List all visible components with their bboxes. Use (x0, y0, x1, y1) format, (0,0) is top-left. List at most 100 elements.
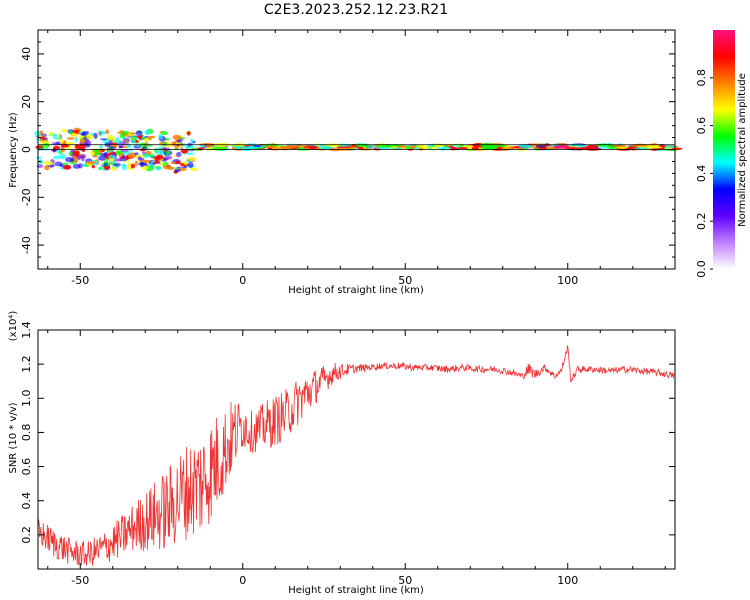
heatmap-cell (159, 160, 163, 166)
heatmap-cell (235, 145, 242, 149)
snr-series-line (37, 345, 675, 566)
heatmap-cell (156, 154, 164, 160)
heatmap-cell (158, 133, 163, 140)
heatmap-cell (457, 147, 469, 150)
colorbar-tick-label: 0.8 (695, 69, 708, 87)
heatmap-cell (35, 138, 43, 141)
heatmap-cell (356, 146, 364, 150)
heatmap-cell (175, 160, 181, 164)
heatmap-cell (61, 128, 68, 133)
heatmap-cell (41, 142, 50, 149)
heatmap-cell (175, 151, 182, 158)
heatmap-cell (130, 135, 138, 142)
heatmap-cell (65, 141, 74, 145)
heatmap-cell (427, 146, 433, 150)
heatmap-cell (66, 137, 75, 140)
heatmap-cell (267, 145, 278, 149)
heatmap-cell (185, 146, 192, 150)
heatmap-cell (170, 161, 176, 165)
heatmap-cell (144, 141, 148, 147)
x-tick-label: 100 (557, 274, 578, 287)
heatmap-cell (112, 158, 122, 162)
heatmap-cell (135, 130, 143, 136)
heatmap-cell (59, 153, 66, 160)
heatmap-cell (144, 153, 148, 159)
heatmap-cell (144, 129, 151, 136)
heatmap-cell (586, 144, 599, 149)
heatmap-cell (119, 158, 128, 162)
heatmap-cell (161, 130, 168, 136)
heatmap-cell (128, 144, 132, 148)
heatmap-cell (142, 151, 146, 155)
colorbar-tick-label: 0.4 (695, 165, 708, 183)
heatmap-cell (122, 163, 127, 168)
heatmap-cell (123, 137, 130, 143)
heatmap-cell (138, 135, 143, 140)
heatmap-cell (120, 130, 130, 135)
heatmap-cell (82, 131, 90, 134)
y-tick-label: 0 (20, 146, 33, 153)
y-tick-label: 0.2 (20, 526, 33, 544)
heatmap-cell (376, 146, 392, 150)
heatmap-cell (190, 138, 194, 143)
heatmap-cell (187, 161, 194, 168)
heatmap-cell (156, 166, 162, 171)
heatmap-cell (99, 144, 103, 149)
colorbar-tick-label: 0.6 (695, 117, 708, 135)
snr-ticks: -50 0 50 100 0.2 0.4 0.6 0.8 1.0 1.2 1.4 (20, 321, 675, 587)
heatmap-cell (130, 132, 137, 135)
heatmap-cell (389, 146, 398, 149)
heatmap-cell (553, 145, 570, 149)
heatmap-cell (98, 155, 107, 161)
heatmap-marks (34, 127, 683, 174)
x-tick-label: 100 (557, 574, 578, 587)
heatmap-cell (354, 143, 371, 148)
heatmap-cell (56, 148, 60, 154)
heatmap-cell (186, 131, 191, 136)
heatmap-cell (115, 150, 121, 156)
heatmap-cell (278, 145, 290, 150)
heatmap-ticks: -50 0 50 100 -40 -20 0 20 40 (20, 30, 675, 287)
heatmap-cell (65, 156, 73, 163)
heatmap-cell (162, 165, 171, 170)
y-tick-label: 1.2 (20, 355, 33, 373)
heatmap-cell (404, 146, 412, 150)
heatmap-cell (148, 136, 153, 141)
heatmap-cell (131, 139, 136, 142)
heatmap-cell (91, 164, 95, 169)
heatmap-cell (39, 140, 48, 144)
heatmap-cell (62, 165, 72, 170)
heatmap-panel: -50 0 50 100 -40 -20 0 20 40 Height of straight … (8, 29, 683, 296)
heatmap-cell (80, 154, 87, 159)
snr-x-label: Height of straight line (km) (288, 585, 424, 596)
heatmap-cell (77, 132, 81, 135)
y-tick-label: 0.4 (20, 492, 33, 510)
heatmap-cell (105, 129, 110, 135)
heatmap-cell (90, 151, 95, 157)
heatmap-cell (49, 131, 53, 137)
heatmap-cell (41, 133, 48, 138)
heatmap-cell (535, 144, 547, 148)
heatmap-cell (50, 149, 59, 152)
heatmap-cell (108, 158, 115, 162)
heatmap-cell (145, 150, 152, 156)
heatmap-cell (180, 148, 189, 154)
y-tick-label: 40 (20, 47, 33, 61)
heatmap-cell (140, 161, 144, 168)
colorbar-gradient (713, 30, 735, 269)
x-tick-label: 50 (398, 274, 412, 287)
heatmap-cell (101, 131, 107, 135)
heatmap-cell (187, 156, 197, 162)
heatmap-cell (108, 146, 117, 150)
heatmap-cell (433, 143, 441, 148)
heatmap-cell (59, 138, 64, 145)
heatmap-cell (436, 146, 453, 150)
heatmap-cell (57, 133, 61, 139)
heatmap-cell (122, 154, 126, 159)
heatmap-cell (178, 145, 183, 149)
heatmap-cell (130, 163, 136, 169)
x-tick-label: 0 (239, 574, 246, 587)
heatmap-cell (189, 167, 198, 172)
heatmap-cell (172, 134, 182, 140)
heatmap-cell (197, 147, 204, 151)
